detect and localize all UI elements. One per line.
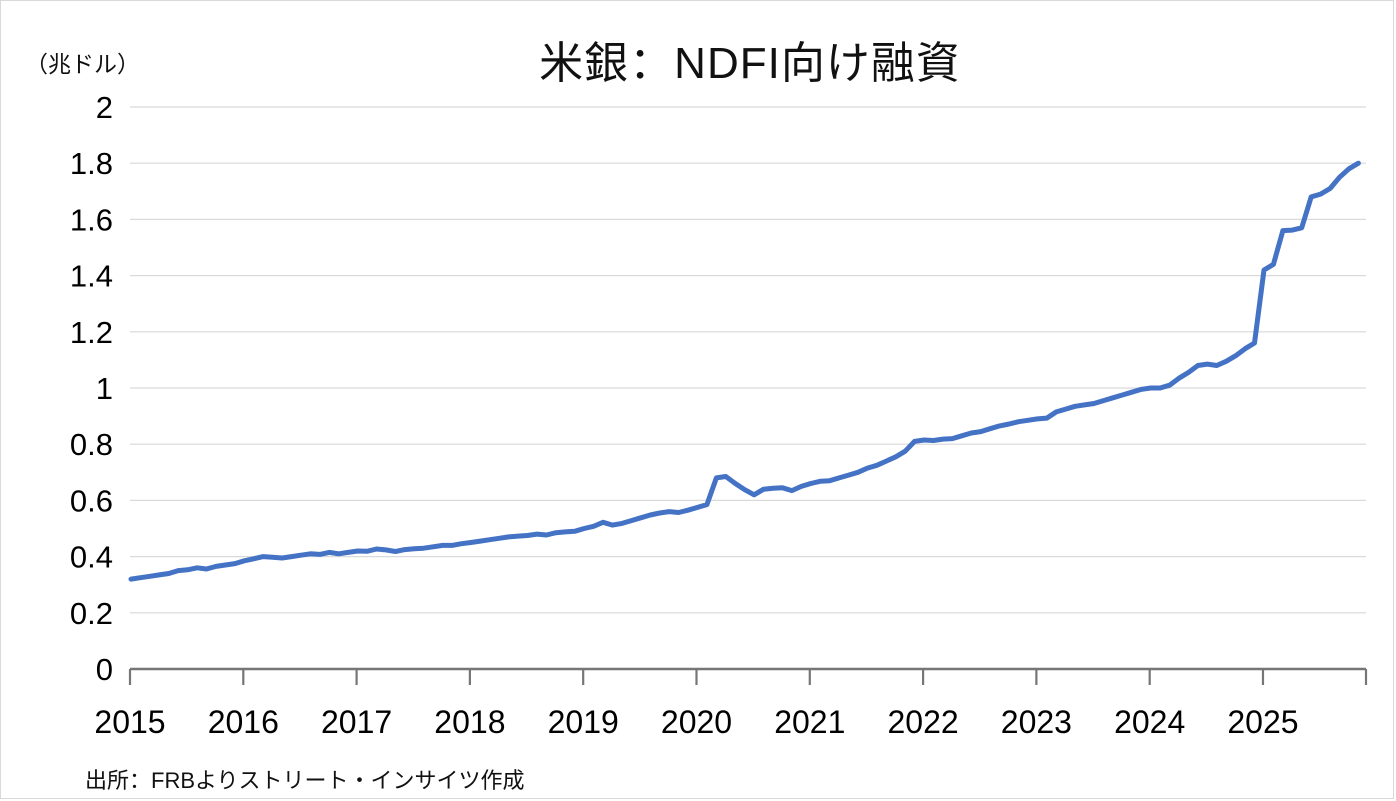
x-tick-label: 2023 <box>1001 704 1072 740</box>
y-tick-label: 0.4 <box>70 540 113 575</box>
y-tick-label: 0.8 <box>70 427 113 462</box>
x-tick-label: 2018 <box>434 704 505 740</box>
y-tick-label: 0.6 <box>70 483 113 518</box>
x-axis <box>128 667 1368 685</box>
x-tick-label: 2015 <box>94 704 165 740</box>
chart-title: 米銀：NDFI向け融資 <box>539 39 961 88</box>
y-tick-label: 1 <box>96 371 113 406</box>
y-tick-label: 2 <box>96 90 113 125</box>
x-tick-label: 2024 <box>1114 704 1185 740</box>
y-axis-tick-labels: 0 0.2 0.4 0.6 0.8 1 1.2 1.4 1.6 1.8 2 <box>70 90 113 687</box>
x-tick-label: 2016 <box>208 704 279 740</box>
y-tick-label: 0.2 <box>70 596 113 631</box>
x-tick-label: 2017 <box>321 704 392 740</box>
x-axis-tick-labels: 2015 2016 2017 2018 2019 2020 2021 2022 2023 2024… <box>94 704 1298 740</box>
source-note: 出所：FRBよりストリート・インサイツ作成 <box>85 768 525 793</box>
gridlines <box>130 106 1366 614</box>
y-tick-label: 1.2 <box>70 315 113 350</box>
y-tick-label: 1.6 <box>70 202 113 237</box>
x-tick-label: 2019 <box>548 704 619 740</box>
x-tick-label: 2022 <box>887 704 958 740</box>
y-tick-label: 1.8 <box>70 146 113 181</box>
y-tick-label: 0 <box>96 652 113 687</box>
y-tick-label: 1.4 <box>70 259 113 294</box>
y-axis-unit-label: （兆ドル） <box>25 51 140 77</box>
ndfi-loans-line <box>128 160 1361 582</box>
x-tick-label: 2020 <box>661 704 732 740</box>
x-tick-label: 2021 <box>774 704 845 740</box>
x-tick-label: 2025 <box>1227 704 1298 740</box>
